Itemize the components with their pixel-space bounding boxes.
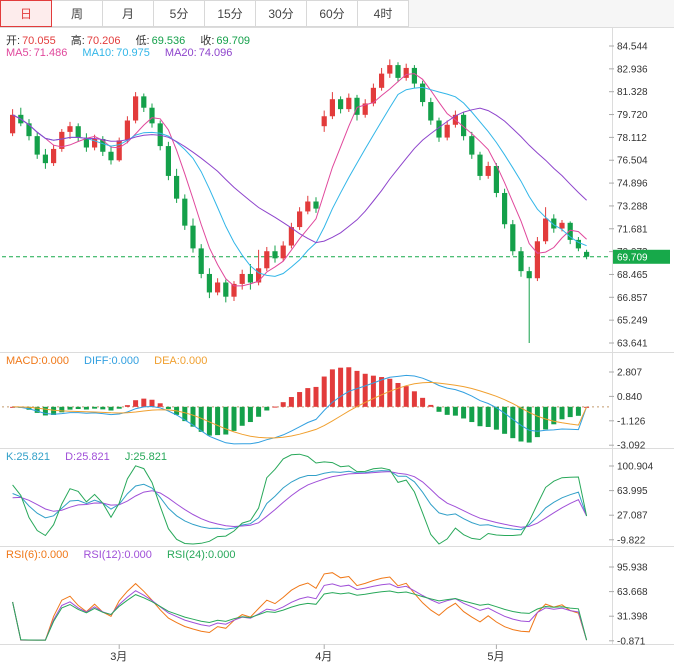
high-quote: 高: 70.206: [70, 35, 121, 47]
svg-text:71.681: 71.681: [617, 224, 648, 235]
panel-dividers: [0, 28, 674, 645]
rsi6-value: RSI(6):0.000: [6, 549, 69, 561]
rsi12-value: RSI(12):0.000: [83, 549, 152, 561]
time-axis: 3月 4月 5月: [110, 644, 505, 663]
timeframe-toolbar: 日 周 月 5分 15分 30分 60分 4时: [0, 0, 674, 28]
svg-text:-3.092: -3.092: [617, 441, 646, 452]
tab-daily[interactable]: 日: [0, 0, 52, 27]
svg-text:63.995: 63.995: [617, 486, 648, 497]
current-price-tag: 69.709: [613, 249, 670, 264]
rsi24-value: RSI(24):0.000: [166, 549, 236, 561]
tab-15min[interactable]: 15分: [204, 0, 256, 27]
svg-text:-0.871: -0.871: [617, 636, 646, 647]
svg-text:100.904: 100.904: [617, 462, 654, 473]
svg-text:65.249: 65.249: [617, 316, 648, 327]
svg-text:84.544: 84.544: [617, 42, 648, 53]
ma20-value: MA20: 74.096: [164, 47, 233, 59]
svg-text:-1.126: -1.126: [617, 416, 646, 427]
tab-weekly[interactable]: 周: [51, 0, 103, 27]
low-quote: 低: 69.536: [135, 35, 186, 47]
d-value: D:25.821: [65, 451, 110, 463]
tab-4hour[interactable]: 4时: [357, 0, 409, 27]
svg-text:3月: 3月: [110, 651, 127, 663]
svg-text:82.936: 82.936: [617, 64, 648, 75]
svg-text:-9.822: -9.822: [617, 535, 646, 546]
candlestick-series[interactable]: [10, 59, 590, 343]
rsi-info: RSI(6):0.000 RSI(12):0.000 RSI(24):0.000: [6, 549, 247, 561]
svg-text:2.807: 2.807: [617, 368, 642, 379]
svg-text:73.288: 73.288: [617, 201, 648, 212]
svg-text:78.112: 78.112: [617, 133, 647, 144]
ma10-value: MA10: 70.975: [82, 47, 150, 59]
svg-text:76.504: 76.504: [617, 156, 648, 167]
ma5-value: MA5: 71.486: [6, 47, 68, 59]
k-value: K:25.821: [6, 451, 51, 463]
svg-text:0.840: 0.840: [617, 392, 642, 403]
svg-text:79.720: 79.720: [617, 110, 648, 121]
diff-value: DIFF:0.000: [84, 355, 140, 367]
ma-lines: [12, 73, 587, 287]
svg-text:95.938: 95.938: [617, 563, 648, 574]
macd-value: MACD:0.000: [6, 355, 69, 367]
svg-text:68.465: 68.465: [617, 270, 648, 281]
rsi-panel: 95.938 63.668 31.398 -0.871: [12, 563, 648, 647]
dea-value: DEA:0.000: [154, 355, 208, 367]
open-quote: 开: 70.055: [6, 35, 56, 47]
svg-text:4月: 4月: [315, 651, 332, 663]
price-axis: 84.544 82.936 81.328 79.720 78.112 76.504 74.8…: [609, 42, 648, 350]
tab-30min[interactable]: 30分: [255, 0, 307, 27]
close-quote: 收: 69.709: [200, 35, 251, 47]
tab-monthly[interactable]: 月: [102, 0, 154, 27]
ma-info: MA5: 71.486 MA10: 70.975 MA20: 74.096: [6, 47, 244, 59]
svg-text:27.087: 27.087: [617, 511, 648, 522]
ohlc-info: 开: 70.055 高: 70.206 低: 69.536 收: 69.709: [6, 32, 262, 48]
j-value: J:25.821: [124, 451, 168, 463]
svg-text:69.709: 69.709: [617, 252, 648, 263]
tab-5min[interactable]: 5分: [153, 0, 205, 27]
svg-text:5月: 5月: [487, 651, 504, 663]
svg-text:63.641: 63.641: [617, 339, 648, 350]
macd-panel: 2.807 0.840 -1.126 -3.092: [2, 367, 646, 452]
tab-60min[interactable]: 60分: [306, 0, 358, 27]
kdj-panel: 100.904 63.995 27.087 -9.822: [12, 453, 654, 546]
svg-text:63.668: 63.668: [617, 587, 648, 598]
svg-text:81.328: 81.328: [617, 87, 648, 98]
macd-info: MACD:0.000 DIFF:0.000 DEA:0.000: [6, 355, 219, 367]
kdj-info: K:25.821 D:25.821 J:25.821: [6, 451, 179, 463]
svg-text:74.896: 74.896: [617, 179, 648, 190]
svg-text:31.398: 31.398: [617, 612, 648, 623]
svg-text:66.857: 66.857: [617, 293, 648, 304]
